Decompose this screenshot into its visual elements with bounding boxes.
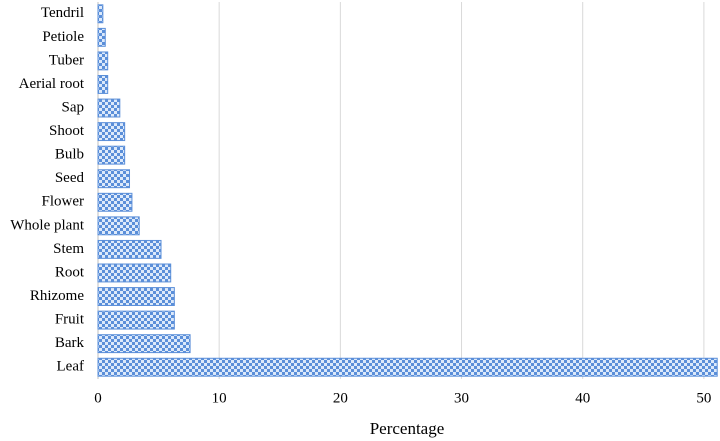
y-tick-label: Shoot <box>49 123 85 139</box>
bar <box>97 357 718 377</box>
bar <box>97 263 172 283</box>
y-tick-label: Stem <box>53 241 84 257</box>
bar <box>97 239 162 259</box>
y-tick-label: Fruit <box>55 312 85 328</box>
y-tick-label: Petiole <box>42 29 84 45</box>
bar <box>97 216 140 236</box>
x-tick-label: 50 <box>696 390 711 406</box>
bar <box>97 51 109 71</box>
x-axis-label: Percentage <box>370 419 445 438</box>
x-tick-label: 10 <box>212 390 227 406</box>
bar <box>97 145 126 165</box>
y-tick-label: Leaf <box>57 359 84 375</box>
bar <box>97 192 133 212</box>
bar <box>97 75 109 94</box>
bar <box>97 27 106 47</box>
bar <box>97 310 175 330</box>
y-tick-label: Aerial root <box>19 76 85 92</box>
x-tick-label: 30 <box>454 390 469 406</box>
bar <box>97 169 131 189</box>
y-tick-label: Flower <box>42 194 85 210</box>
x-tick-label: 0 <box>94 390 102 406</box>
y-tick-label: Tendril <box>41 5 84 21</box>
x-tick-label: 40 <box>575 390 590 406</box>
y-tick-label: Seed <box>55 170 85 186</box>
y-tick-label: Sap <box>62 99 85 115</box>
x-tick-label: 20 <box>333 390 348 406</box>
bar <box>97 122 126 142</box>
y-tick-label: Bulb <box>55 147 84 163</box>
bar <box>97 287 175 306</box>
y-tick-label: Rhizome <box>30 288 84 304</box>
bar <box>97 4 104 24</box>
y-tick-label: Root <box>55 264 85 280</box>
y-tick-label: Whole plant <box>10 217 85 233</box>
bar <box>97 334 191 354</box>
bar <box>97 98 121 118</box>
y-tick-label: Tuber <box>49 52 84 68</box>
y-tick-label: Bark <box>55 335 85 351</box>
